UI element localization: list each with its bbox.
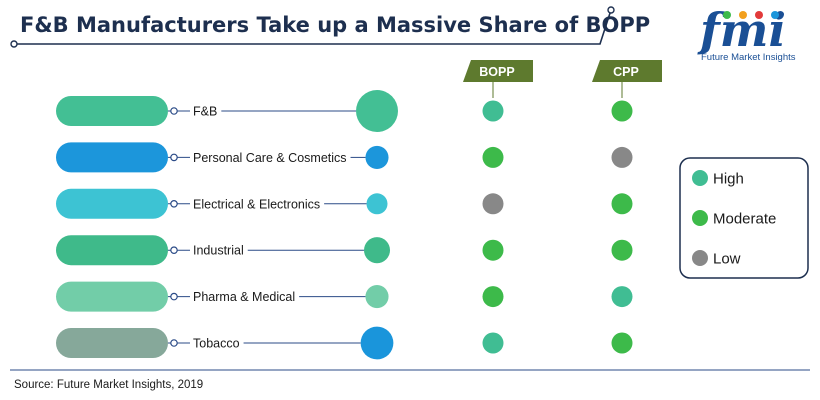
legend-label: Moderate — [713, 211, 776, 228]
legend-swatch — [692, 170, 708, 186]
category-pill — [56, 328, 168, 358]
category-pill — [56, 235, 168, 266]
logo-subtitle: Future Market Insights — [701, 52, 796, 63]
share-bubble — [365, 145, 389, 169]
status-dot-bopp-high — [482, 332, 504, 354]
category-pill — [56, 188, 168, 219]
logo-dot-red — [755, 11, 763, 19]
connector-node — [170, 200, 178, 208]
category-label: Tobacco — [193, 337, 240, 351]
legend: High Moderate Low — [679, 157, 809, 279]
status-dot-cpp-low — [611, 146, 633, 168]
legend-item-high: High — [692, 170, 744, 188]
category-rows: F&B Personal Care & Cosmetics Electrical &… — [56, 90, 633, 360]
row-3: Electrical & Electronics — [56, 188, 633, 219]
connector-node — [170, 246, 178, 255]
status-dot-bopp-moderate — [482, 146, 504, 168]
connector-node — [170, 292, 178, 301]
status-dot-bopp-moderate — [482, 239, 504, 261]
legend-label: Low — [713, 251, 741, 268]
column-headers: BOPP CPP — [463, 60, 662, 98]
connector-node — [170, 339, 178, 347]
row-4: Industrial — [56, 235, 633, 266]
legend-item-low: Low — [692, 250, 741, 268]
connector-node — [170, 153, 178, 162]
share-bubble — [360, 326, 394, 360]
status-dot-cpp-moderate — [611, 100, 633, 122]
share-bubble — [356, 90, 398, 132]
category-label: F&B — [193, 105, 217, 119]
category-label: Electrical & Electronics — [193, 197, 320, 211]
legend-swatch — [692, 250, 708, 266]
category-pill — [56, 142, 168, 173]
fmi-logo: fmi Future Market Insights — [697, 3, 796, 63]
share-bubble — [366, 193, 388, 215]
share-bubble — [363, 237, 391, 264]
row-1: F&B — [56, 90, 633, 132]
category-label: Industrial — [193, 244, 244, 258]
status-dot-bopp-moderate — [482, 286, 504, 308]
status-dot-cpp-moderate — [611, 332, 633, 354]
row-2: Personal Care & Cosmetics — [56, 142, 633, 173]
category-pill — [56, 96, 168, 126]
connector-node — [170, 107, 178, 115]
status-dot-cpp-high — [611, 286, 633, 308]
logo-dot-orange — [739, 11, 747, 19]
title-underline — [10, 6, 615, 48]
legend-swatch — [692, 210, 708, 226]
logo-mark: fmi — [697, 3, 786, 57]
column-header-cpp: CPP — [592, 60, 662, 98]
status-dot-bopp-high — [482, 100, 504, 122]
column-header-bopp: BOPP — [463, 60, 533, 98]
share-bubble — [365, 285, 389, 309]
source-note: Source: Future Market Insights, 2019 — [14, 379, 203, 391]
logo-dot-blue — [771, 11, 779, 19]
status-dot-cpp-moderate — [611, 193, 633, 215]
column-header-label: CPP — [613, 65, 639, 79]
status-dot-cpp-moderate — [611, 239, 633, 261]
chart-title: F&B Manufacturers Take up a Massive Shar… — [20, 13, 650, 37]
legend-label: High — [713, 171, 744, 188]
category-label: Personal Care & Cosmetics — [193, 151, 347, 165]
status-dot-bopp-low — [482, 193, 504, 215]
row-5: Pharma & Medical — [56, 281, 633, 312]
legend-box — [679, 157, 809, 279]
category-label: Pharma & Medical — [193, 290, 295, 304]
column-header-label: BOPP — [479, 65, 514, 79]
logo-dot-green — [723, 11, 731, 19]
category-pill — [56, 281, 168, 312]
legend-item-moderate: Moderate — [692, 210, 776, 228]
row-6: Tobacco — [56, 326, 633, 360]
